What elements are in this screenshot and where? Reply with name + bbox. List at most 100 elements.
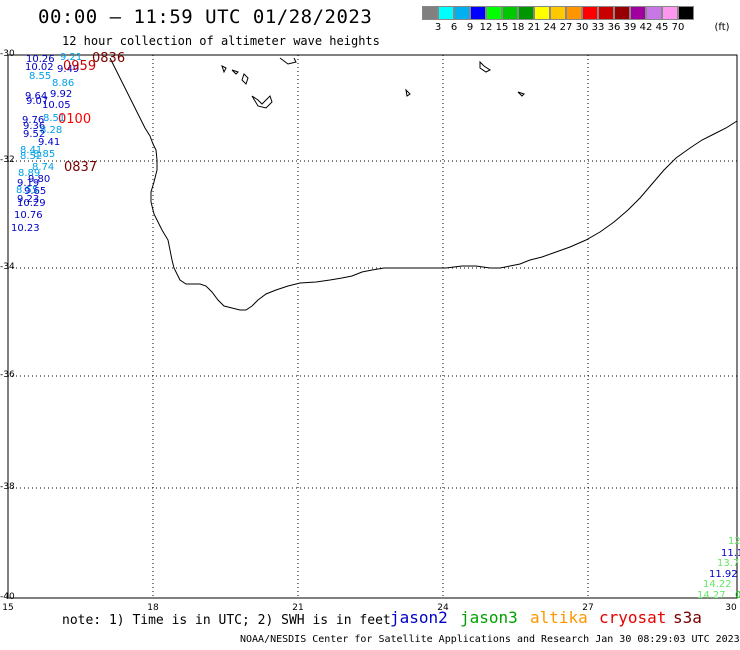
wave-height-reading: 9.21 [60,52,83,63]
color-swatch [438,6,454,20]
color-scale-tick: 9 [466,22,474,33]
wave-height-reading: 8.52 [20,151,43,162]
longitude-label: 18 [147,603,159,613]
wave-height-reading: 9.64 [25,91,48,102]
wave-height-reading: 9.76 [22,115,45,126]
latitude-label: -34 [0,262,15,272]
color-scale-tick: 70 [671,22,685,33]
longitude-label: 30 [725,603,737,613]
color-swatch [614,6,630,20]
wave-height-reading: 10.76 [14,210,43,221]
wave-height-reading: 0 [735,590,740,601]
coastline [109,57,738,311]
color-scale-tick: 3 [434,22,442,33]
pass-time-label: 0836 [92,51,126,66]
footnote: note: 1) Time is in UTC; 2) SWH is in fe… [62,613,391,628]
color-scale-tick: 21 [527,22,541,33]
map-frame [7,54,738,599]
latitude-label: -40 [0,592,15,602]
wave-height-reading: 8.86 [52,78,75,89]
longitude-label: 27 [582,603,594,613]
wave-height-reading: 9.23 [17,194,40,205]
wave-height-reading: 8.55 [16,185,39,196]
wave-height-reading: 10.02 [25,62,54,73]
wave-height-reading: 8.85 [33,149,56,160]
wave-height-reading: 9.41 [38,137,61,148]
small-islands [221,57,525,109]
credit-line: NOAA/NESDIS Center for Satellite Applica… [240,634,740,645]
pass-time-label: 0959 [63,59,97,74]
wave-height-reading: 14.22 [703,579,732,590]
color-swatch [470,6,486,20]
wave-height-reading: 11.1 [721,548,740,559]
satellite-legend-item: jason3 [460,608,518,627]
satellite-legend-item: s3a [673,608,702,627]
color-swatch [678,6,694,20]
wave-height-reading: 9.36 [23,121,46,132]
wave-height-reading: 14.27 [697,590,726,601]
latitude-label: -30 [0,49,15,59]
color-swatch [582,6,598,20]
color-swatch [550,6,566,20]
satellite-legend-item: altika [530,608,588,627]
color-scale-unit: (ft) [714,22,730,33]
satellite-legend-item: jason2 [390,608,448,627]
color-swatch [454,6,470,20]
color-swatch [486,6,502,20]
wave-height-reading: 13.7 [717,558,740,569]
color-swatch [566,6,582,20]
color-swatch [630,6,646,20]
longitude-label: 15 [2,603,14,613]
latitude-label: -38 [0,482,15,492]
wave-height-reading: 8.55 [29,71,52,82]
wave-height-reading: 9.65 [24,186,47,197]
longitude-label: 21 [292,603,304,613]
wave-height-reading: 10.26 [26,54,55,65]
wave-height-reading: 11.92 [709,569,738,580]
color-swatch [422,6,438,20]
wave-height-reading: 10.29 [17,198,46,209]
map-title: 00:00 – 11:59 UTC 01/28/2023 [38,6,373,28]
wave-height-reading: 9.80 [28,174,51,185]
pass-time-label: 0837 [64,160,98,175]
color-scale-tick: 39 [623,22,637,33]
color-scale-tick: 36 [607,22,621,33]
color-scale-tick: 27 [559,22,573,33]
wave-height-reading: 12 [728,536,740,547]
color-swatch [598,6,614,20]
wave-height-reading: 9.19 [17,178,40,189]
wave-height-reading: 9.07 [26,96,49,107]
color-scale-tick: 33 [591,22,605,33]
wave-height-reading: 8.89 [18,168,41,179]
wave-height-reading: 10.05 [42,100,71,111]
color-scale-tick: 15 [495,22,509,33]
color-scale-tick: 24 [543,22,557,33]
map-subtitle: 12 hour collection of altimeter wave hei… [62,34,380,48]
color-scale-tick: 12 [479,22,493,33]
wave-height-reading: 9.49 [57,64,80,75]
wave-height-reading: 9.52 [23,129,46,140]
color-swatch [518,6,534,20]
color-swatch [502,6,518,20]
wave-height-reading: 8.28 [40,125,63,136]
wave-height-reading: 9.92 [50,89,73,100]
satellite-legend-item: cryosat [599,608,667,627]
pass-time-label: 0100 [58,112,92,127]
color-scale-tick: 30 [575,22,589,33]
wave-height-reading: 8.74 [32,162,55,173]
color-scale-tick: 18 [511,22,525,33]
latitude-label: -32 [0,155,15,165]
wave-height-reading: 8.51 [43,113,66,124]
color-scale-bar [422,6,694,20]
wave-height-reading: 8.41 [20,145,43,156]
color-swatch [646,6,662,20]
color-swatch [534,6,550,20]
color-scale-tick: 42 [639,22,653,33]
latitude-label: -36 [0,370,15,380]
wave-height-reading: 10.23 [11,223,40,234]
color-scale-tick: 45 [655,22,669,33]
color-swatch [662,6,678,20]
lat-lon-grid [8,55,737,598]
color-scale-tick: 6 [450,22,458,33]
